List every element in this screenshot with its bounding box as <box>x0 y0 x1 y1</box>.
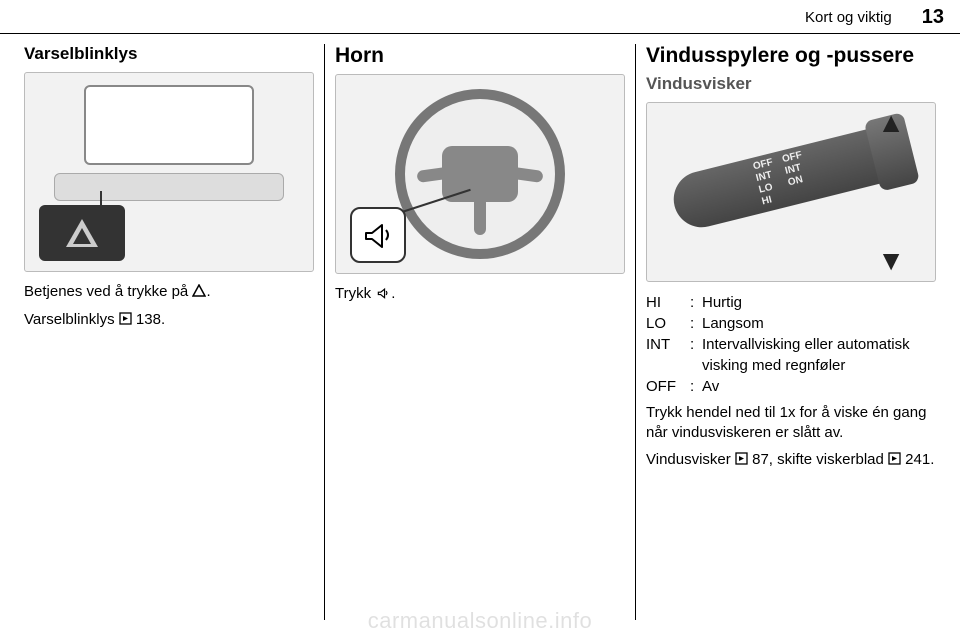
hazard-caption-2: Varselblinklys 138. <box>24 310 314 330</box>
page-ref-icon <box>735 451 748 464</box>
page-ref-icon <box>119 311 132 324</box>
def-text: Langsom <box>702 313 936 334</box>
horn-icon-callout <box>350 207 406 263</box>
header-section-title: Kort og viktig <box>805 9 892 26</box>
def-term: OFF <box>646 376 690 397</box>
hazard-caption-1: Betjenes ved å trykke på . <box>24 282 314 304</box>
wipers-subheading: Vindusvisker <box>646 74 936 94</box>
wiper-para-2: Vindusvisker 87, skifte viskerblad 241. <box>646 450 936 470</box>
manual-page: Kort og viktig 13 Varselblinklys Betjene… <box>0 0 960 642</box>
hazard-caption-1-suffix: . <box>206 283 210 300</box>
def-row-lo: LO : Langsom <box>646 313 936 334</box>
wiper-para-2-page1: 87 <box>748 451 769 468</box>
def-text: Intervallvisking eller automatisk viskin… <box>702 334 936 376</box>
horn-heading: Horn <box>335 44 625 68</box>
wheel-spoke-bottom <box>474 197 486 235</box>
def-term: HI <box>646 292 690 313</box>
column-horn: Horn Trykk <box>324 44 635 620</box>
column-hazard-lights: Varselblinklys Betjenes ved å trykke på … <box>14 44 324 620</box>
hazard-caption-1-prefix: Betjenes ved å trykke på <box>24 283 192 300</box>
arrow-up-icon: ▲ <box>877 107 905 139</box>
horn-icon <box>360 217 396 253</box>
wipers-heading: Vindusspylere og -pussere <box>646 44 936 68</box>
def-term: INT <box>646 334 690 376</box>
header-page-number: 13 <box>922 6 944 29</box>
def-row-off: OFF : Av <box>646 376 936 397</box>
page-ref-icon <box>888 451 901 464</box>
wiper-para-2-mid: , skifte viskerblad <box>769 451 888 468</box>
figure-hazard-dashboard <box>24 72 314 272</box>
wiper-para-2-prefix: Vindusvisker <box>646 451 735 468</box>
hazard-triangle-icon <box>192 284 206 304</box>
hazard-caption-2-page: 138. <box>132 311 165 328</box>
horn-caption-prefix: Trykk <box>335 285 375 302</box>
def-term: LO <box>646 313 690 334</box>
horn-icon <box>375 286 391 306</box>
arrow-down-icon: ▼ <box>877 245 905 277</box>
hazard-caption-2-prefix: Varselblinklys <box>24 311 119 328</box>
figure-steering-wheel <box>335 74 625 274</box>
steering-wheel <box>395 89 565 259</box>
def-colon: : <box>690 313 702 334</box>
content-columns: Varselblinklys Betjenes ved å trykke på … <box>0 34 960 620</box>
wiper-para-1: Trykk hendel ned til 1x for å viske én g… <box>646 403 936 444</box>
def-colon: : <box>690 292 702 313</box>
column-wipers: Vindusspylere og -pussere Vindusvisker O… <box>635 44 946 620</box>
wiper-para-2-page2: 241. <box>901 451 934 468</box>
def-colon: : <box>690 376 702 397</box>
dashboard-screen <box>84 85 254 165</box>
dashboard-button-strip <box>54 173 284 201</box>
def-text: Av <box>702 376 936 397</box>
hazard-triangle-icon <box>66 219 98 247</box>
horn-caption: Trykk . <box>335 284 625 306</box>
horn-caption-suffix: . <box>391 285 395 302</box>
def-text: Hurtig <box>702 292 936 313</box>
def-row-int: INT : Intervallvisking eller automatisk … <box>646 334 936 376</box>
def-row-hi: HI : Hurtig <box>646 292 936 313</box>
wiper-definitions: HI : Hurtig LO : Langsom INT : Intervall… <box>646 292 936 397</box>
figure-wiper-stalk: OFF INT LO HI OFF INT ON ▲ ▼ <box>646 102 936 282</box>
def-colon: : <box>690 334 702 376</box>
page-header: Kort og viktig 13 <box>0 0 960 34</box>
hazard-button-callout <box>39 205 125 261</box>
hazard-heading: Varselblinklys <box>24 44 314 64</box>
